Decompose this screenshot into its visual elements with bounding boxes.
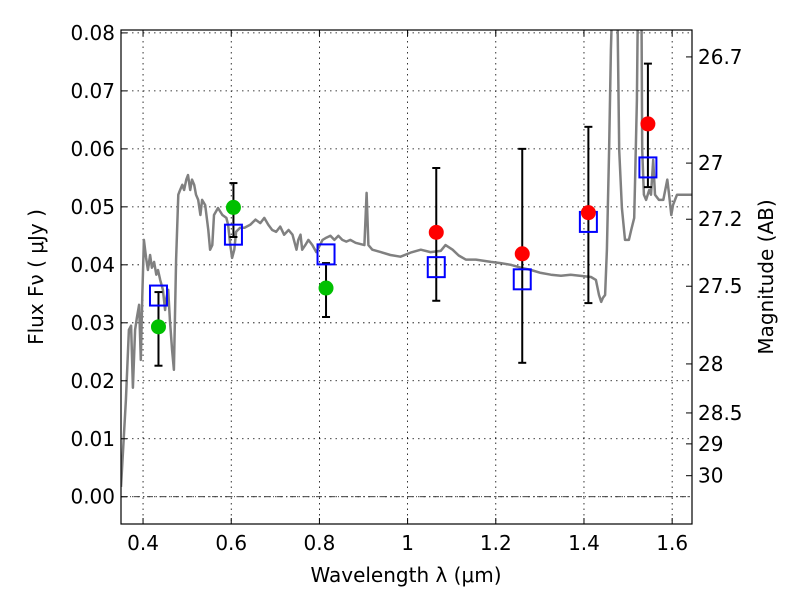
square-marker	[512, 268, 532, 291]
y-tick-label: 0.00	[70, 485, 115, 509]
square-marker	[148, 284, 168, 307]
circle-marker	[514, 246, 530, 262]
right-tick-label: 27.5	[698, 274, 743, 298]
circle-marker	[580, 205, 596, 221]
ticks: 0.4 0.6 0.8 1 1.2 1.4 1.6 0.00 0.01 0.02 0.03 0.04 0…	[70, 21, 742, 555]
y-tick-label: 0.04	[70, 253, 115, 277]
circle-marker	[428, 224, 444, 240]
right-tick-label: 30	[698, 464, 723, 488]
y-tick-label: 0.07	[70, 79, 115, 103]
square-marker	[426, 256, 446, 279]
y-tick-label: 0.06	[70, 137, 115, 161]
x-tick-label: 0.6	[215, 531, 247, 555]
plot-frame	[120, 29, 693, 525]
y-tick-label: 0.05	[70, 195, 115, 219]
right-tick-label: 27.2	[698, 207, 743, 231]
circle-marker	[318, 280, 334, 296]
spectrum-line	[121, 30, 692, 487]
right-axis-label: Magnitude (AB)	[754, 199, 778, 354]
y-tick-label: 0.01	[70, 427, 115, 451]
x-tick-label: 0.8	[304, 531, 336, 555]
x-tick-label: 1.2	[480, 531, 512, 555]
right-tick-label: 28	[698, 352, 723, 376]
y-tick-label: 0.08	[70, 21, 115, 45]
data-markers	[148, 116, 658, 335]
right-tick-label: 28.5	[698, 401, 743, 425]
x-axis-label: Wavelength λ (μm)	[310, 563, 501, 587]
circle-marker	[150, 319, 166, 335]
x-tick-label: 1.4	[568, 531, 600, 555]
right-tick-label: 27	[698, 151, 723, 175]
circle-marker	[225, 199, 241, 215]
square-marker	[223, 223, 243, 246]
x-tick-label: 1.6	[656, 531, 688, 555]
square-marker	[316, 243, 336, 266]
error-bars	[154, 62, 652, 367]
y-tick-label: 0.02	[70, 369, 115, 393]
x-tick-label: 0.4	[127, 531, 159, 555]
y-axis-label: Flux Fν ( μJy )	[24, 209, 48, 345]
right-tick-label: 26.7	[698, 45, 743, 69]
x-tick-label: 1	[401, 531, 414, 555]
circle-marker	[640, 116, 656, 132]
y-tick-label: 0.03	[70, 311, 115, 335]
right-tick-label: 29	[698, 432, 723, 456]
square-marker	[638, 156, 658, 179]
